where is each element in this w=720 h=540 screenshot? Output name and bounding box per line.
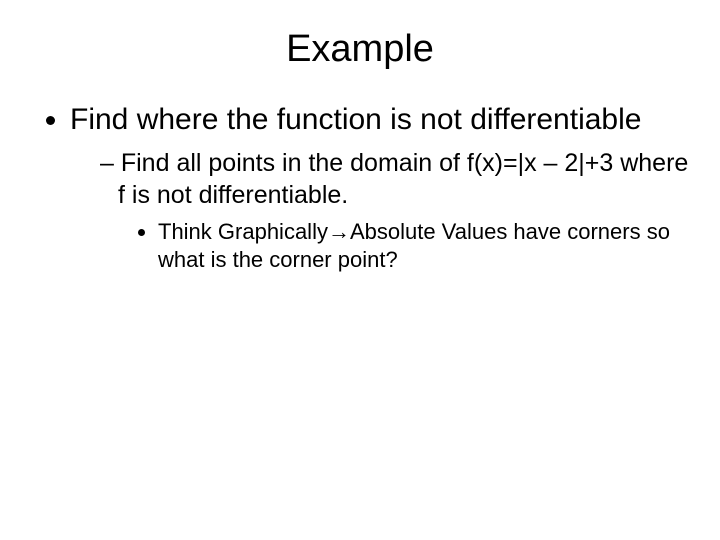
- bullet-list-level1: Find where the function is not different…: [36, 101, 690, 275]
- bullet-list-level3: Think Graphically→Absolute Values have c…: [118, 218, 690, 275]
- bullet-list-level2: Find all points in the domain of f(x)=|x…: [70, 147, 690, 275]
- bullet-l1: Find where the function is not different…: [70, 101, 690, 275]
- bullet-l3-text: Think Graphically→Absolute Values have c…: [158, 219, 670, 273]
- bullet-l2-text: Find all points in the domain of f(x)=|x…: [118, 149, 688, 210]
- bullet-l1-text: Find where the function is not different…: [70, 103, 641, 136]
- bullet-l3: Think Graphically→Absolute Values have c…: [158, 218, 690, 275]
- slide-title: Example: [30, 28, 690, 71]
- slide: Example Find where the function is not d…: [0, 0, 720, 540]
- bullet-l2: Find all points in the domain of f(x)=|x…: [100, 147, 690, 275]
